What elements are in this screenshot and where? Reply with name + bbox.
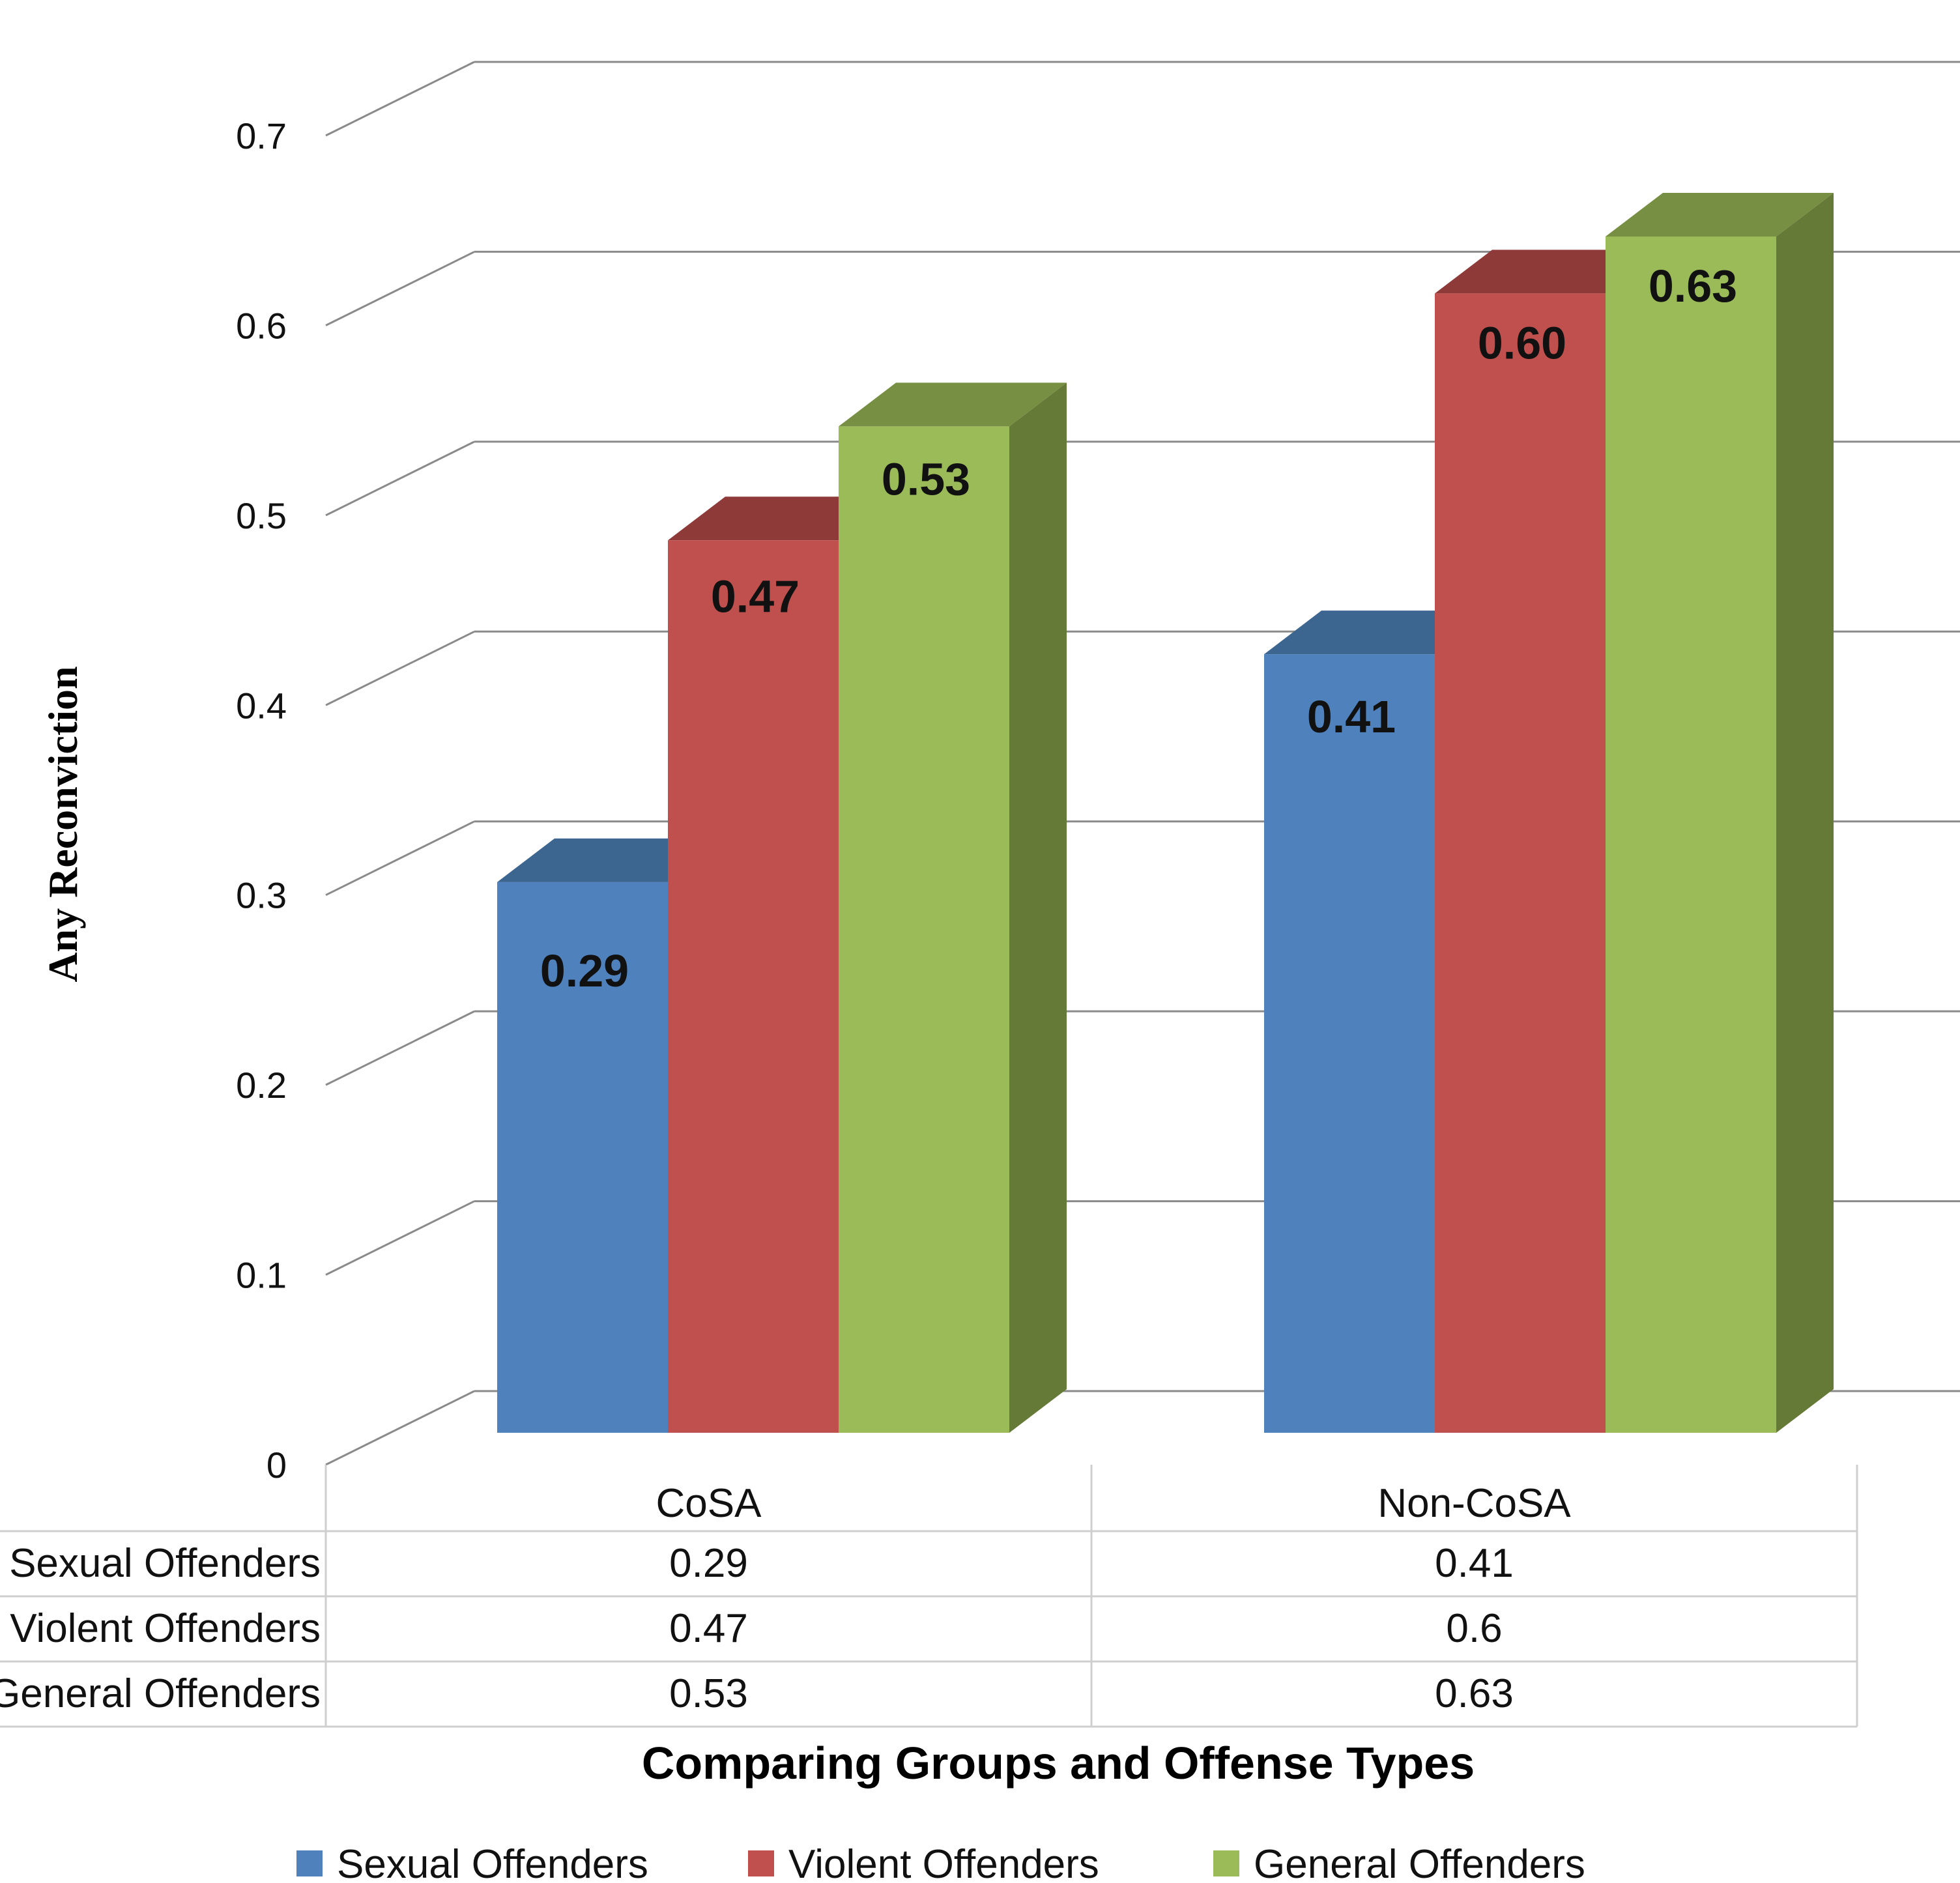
- y-tick-label: 0.6: [236, 305, 287, 346]
- legend-label: Violent Offenders: [788, 1842, 1099, 1883]
- y-axis-ticks: 0 0.1 0.2 0.3 0.4 0.5 0.6 0.7: [236, 115, 287, 1486]
- data-label: 0.41: [1307, 691, 1396, 742]
- y-tick-label: 0.3: [236, 875, 287, 916]
- table-cell: 0.63: [1435, 1671, 1514, 1716]
- data-label: 0.53: [882, 453, 970, 504]
- bar-side: [1009, 382, 1067, 1433]
- legend-label: General Offenders: [1254, 1842, 1585, 1883]
- gridline-diagonal: [325, 1200, 475, 1276]
- legend: Sexual Offenders Violent Offenders General…: [296, 1842, 1585, 1883]
- gridline-diagonal: [325, 251, 475, 326]
- x-axis-title: Comparing Groups and Offense Types: [642, 1738, 1475, 1789]
- y-tick-label: 0.2: [236, 1065, 287, 1106]
- bar: [839, 426, 1009, 1433]
- bar: [1606, 237, 1776, 1433]
- y-tick-label: 0.7: [236, 115, 287, 156]
- table-cell: 0.29: [669, 1541, 748, 1586]
- data-label: 0.29: [540, 945, 629, 996]
- table-cell: 0.47: [669, 1606, 748, 1651]
- gridline-diagonal: [325, 440, 475, 517]
- y-tick-label: 0: [267, 1445, 287, 1486]
- table-cell: 0.6: [1446, 1606, 1502, 1651]
- legend-swatch: [1213, 1850, 1239, 1876]
- data-table: CoSA Non-CoSA Sexual Offenders 0.29 0.41 Viol…: [0, 1465, 1858, 1728]
- table-row-label: Violent Offenders: [10, 1606, 321, 1651]
- gridline-diagonal: [325, 1010, 475, 1086]
- legend-swatch: [748, 1850, 774, 1876]
- bar: [1264, 654, 1435, 1433]
- data-label: 0.47: [711, 571, 800, 622]
- table-row-label: General Offenders: [0, 1671, 321, 1716]
- y-tick-label: 0.1: [236, 1255, 287, 1296]
- gridline-diagonal: [325, 820, 475, 897]
- bar: [668, 540, 839, 1433]
- table-header-cell: CoSA: [656, 1481, 762, 1526]
- legend-label: Sexual Offenders: [337, 1842, 648, 1883]
- y-tick-label: 0.4: [236, 685, 287, 726]
- table-cell: 0.53: [669, 1671, 748, 1716]
- y-tick-label: 0.5: [236, 495, 287, 536]
- table-header-cell: Non-CoSA: [1377, 1481, 1571, 1526]
- gridline-diagonal: [325, 1390, 475, 1466]
- table-row-label: Sexual Offenders: [9, 1541, 321, 1586]
- data-label: 0.63: [1649, 261, 1737, 311]
- bar: [1435, 293, 1606, 1433]
- y-axis-title: Any Reconviction: [40, 666, 86, 982]
- bars: [497, 193, 1834, 1433]
- gridline-diagonal: [325, 61, 475, 137]
- bar-top: [839, 382, 1067, 427]
- bar: [497, 882, 668, 1433]
- data-labels: 0.29 0.47 0.53 0.41 0.60 0.63: [540, 261, 1737, 996]
- data-label: 0.60: [1478, 317, 1566, 368]
- bar-top: [1606, 193, 1834, 237]
- legend-swatch: [296, 1850, 323, 1876]
- gridline-diagonal: [325, 630, 475, 706]
- table-cell: 0.41: [1435, 1541, 1514, 1586]
- bar-side: [1776, 193, 1834, 1433]
